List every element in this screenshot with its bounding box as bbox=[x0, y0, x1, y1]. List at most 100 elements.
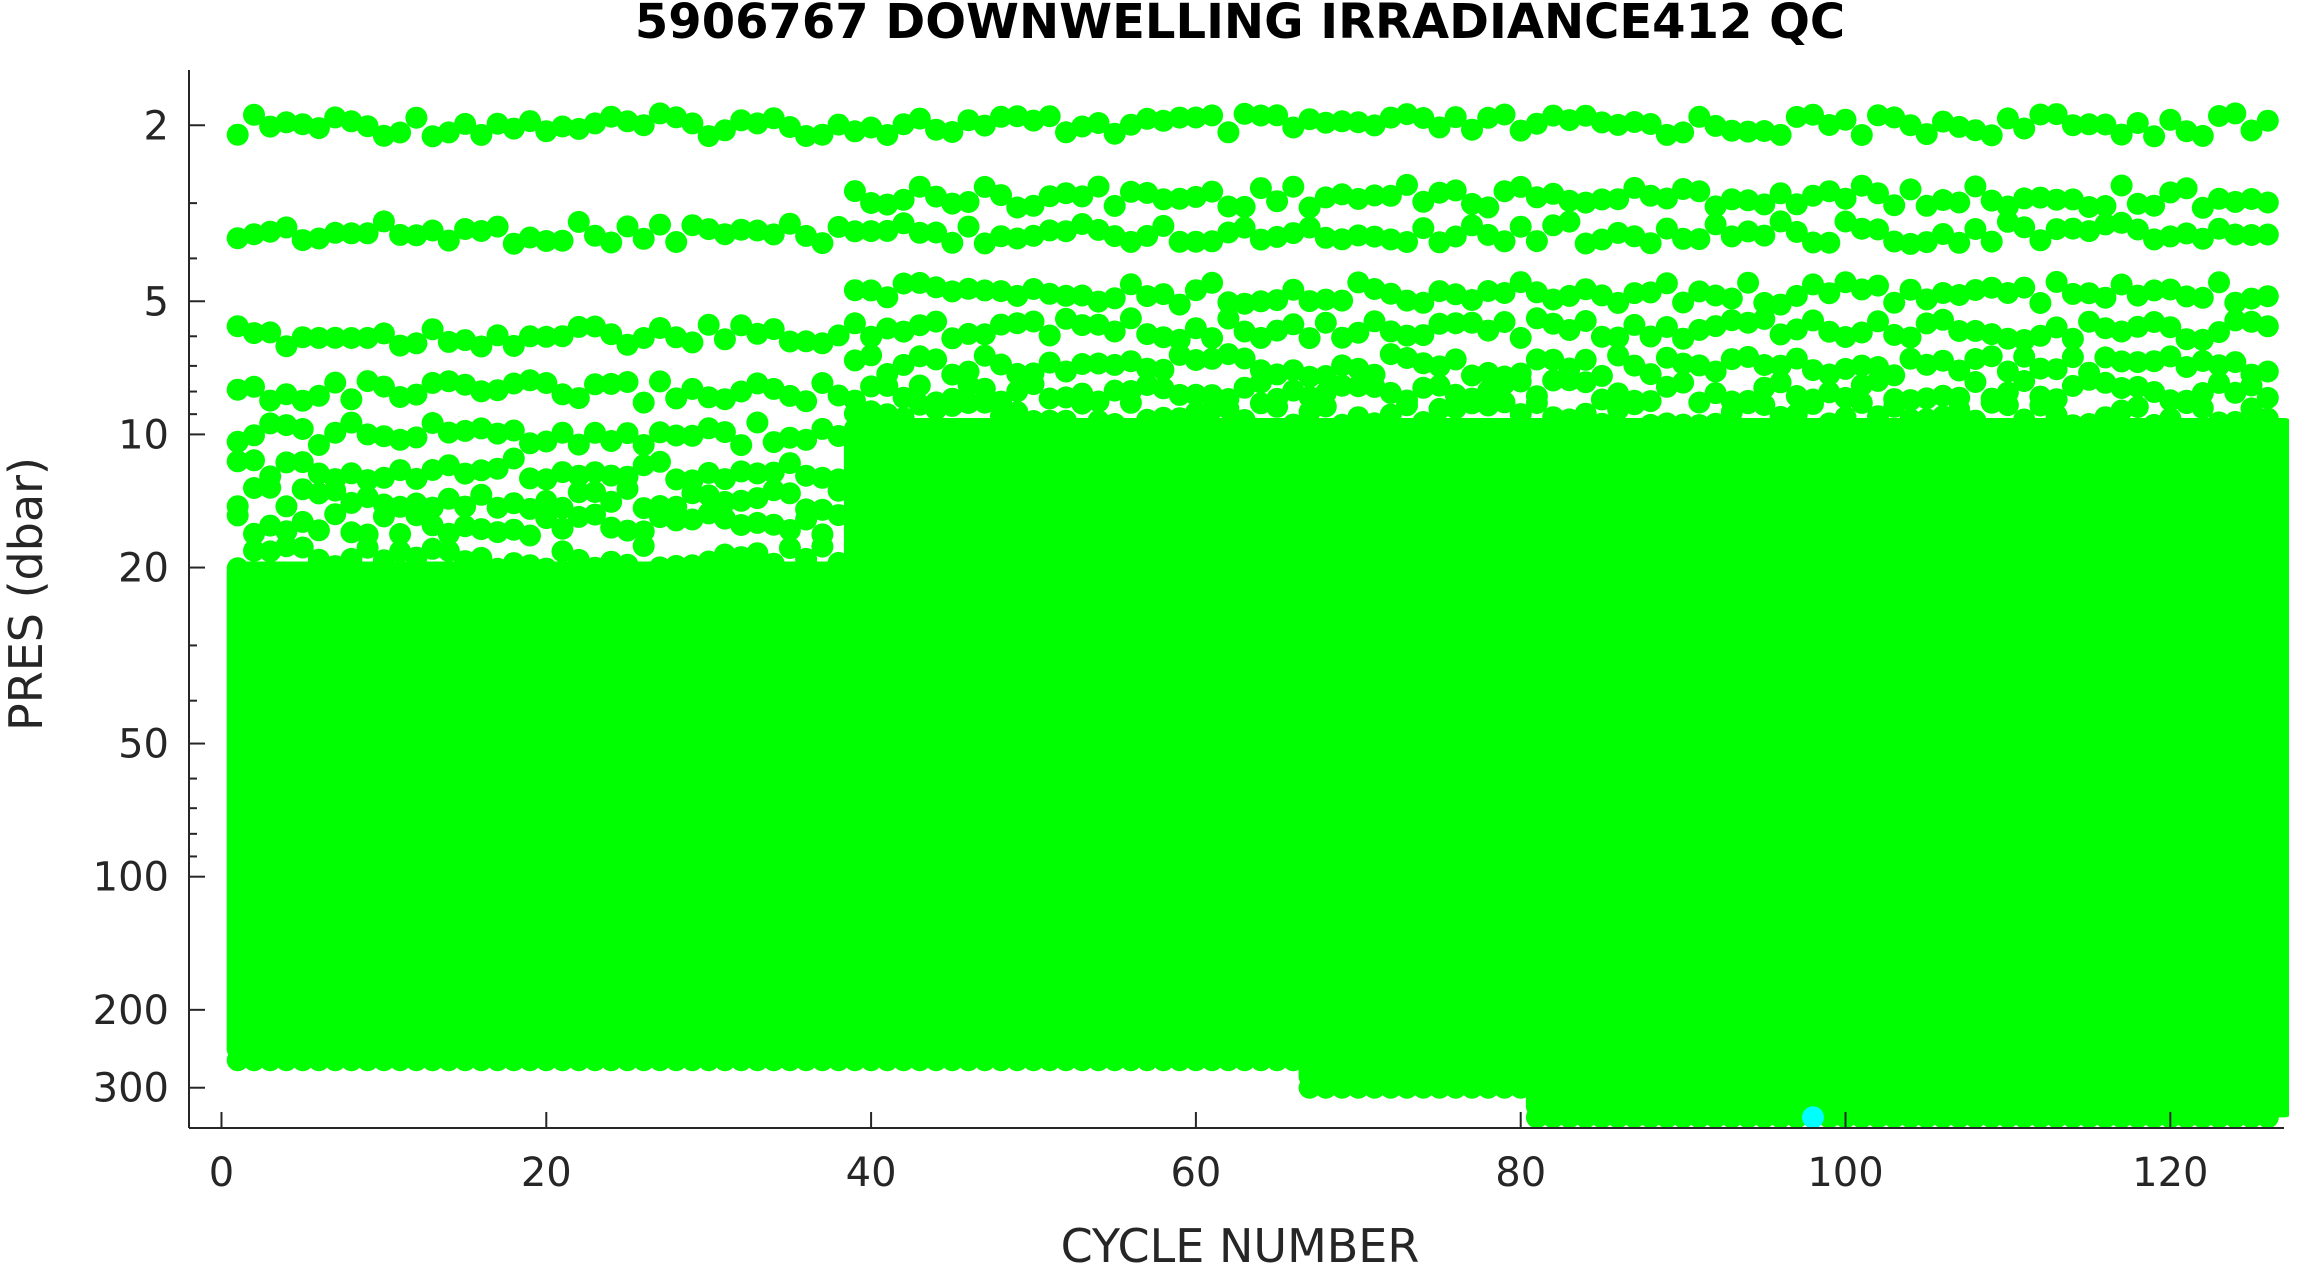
data-point bbox=[1785, 318, 1808, 341]
data-point bbox=[243, 103, 265, 126]
data-point bbox=[1249, 371, 1272, 394]
data-point bbox=[1266, 395, 1289, 418]
data-point bbox=[1737, 345, 1760, 368]
data-point bbox=[1347, 375, 1370, 398]
data-point bbox=[1038, 1049, 1061, 1072]
data-point bbox=[1850, 1106, 1873, 1128]
data-point bbox=[1136, 1049, 1159, 1072]
data-point bbox=[389, 223, 412, 246]
data-point bbox=[2191, 1106, 2214, 1128]
data-point bbox=[908, 175, 931, 198]
data-point bbox=[1883, 230, 1906, 253]
data-point bbox=[1217, 195, 1240, 218]
data-point bbox=[795, 547, 818, 570]
data-point bbox=[1136, 408, 1159, 431]
data-point bbox=[1558, 369, 1581, 392]
data-point bbox=[2045, 188, 2068, 211]
data-point bbox=[1168, 187, 1191, 210]
x-tick-label: 20 bbox=[521, 1150, 572, 1196]
data-point bbox=[243, 449, 265, 472]
data-point bbox=[1461, 392, 1483, 415]
data-point bbox=[1672, 352, 1695, 375]
data-point bbox=[957, 322, 980, 345]
data-point bbox=[1525, 392, 1548, 414]
data-point bbox=[389, 1049, 412, 1072]
data-point bbox=[1655, 272, 1678, 295]
data-point bbox=[1964, 175, 1987, 198]
data-point bbox=[1412, 1076, 1435, 1099]
data-point bbox=[697, 386, 720, 409]
data-point bbox=[243, 375, 265, 398]
data-point bbox=[2126, 1106, 2149, 1128]
data-point bbox=[1184, 349, 1207, 371]
data-point bbox=[1266, 1049, 1289, 1072]
data-point bbox=[2126, 218, 2149, 241]
data-point bbox=[454, 1049, 477, 1072]
data-point bbox=[1428, 397, 1451, 420]
data-point bbox=[1347, 1076, 1370, 1099]
data-point bbox=[324, 421, 347, 444]
data-point bbox=[1688, 228, 1711, 251]
data-point bbox=[860, 375, 883, 398]
data-point bbox=[908, 221, 931, 244]
data-point bbox=[421, 219, 444, 242]
data-point bbox=[1314, 311, 1337, 334]
data-point bbox=[2208, 321, 2230, 344]
data-point bbox=[1590, 364, 1613, 387]
data-point bbox=[1217, 1049, 1240, 1072]
data-point bbox=[2175, 177, 2198, 200]
y-tick-label: 5 bbox=[144, 279, 169, 325]
data-point bbox=[1363, 1076, 1386, 1099]
data-point bbox=[1672, 291, 1695, 314]
data-point bbox=[1477, 280, 1500, 302]
data-point bbox=[1136, 285, 1159, 308]
data-point bbox=[600, 323, 623, 346]
data-point bbox=[2224, 1106, 2247, 1128]
data-point bbox=[616, 477, 639, 500]
data-point bbox=[1980, 230, 2003, 253]
data-point bbox=[616, 519, 639, 542]
data-point bbox=[827, 1049, 850, 1072]
data-point bbox=[535, 325, 558, 348]
data-point bbox=[2029, 186, 2052, 209]
data-point bbox=[1672, 371, 1695, 394]
data-point bbox=[1639, 113, 1662, 135]
data-point bbox=[730, 489, 753, 512]
data-point bbox=[860, 220, 883, 243]
data-point bbox=[1818, 282, 1841, 305]
data-point bbox=[275, 216, 298, 239]
data-point bbox=[291, 326, 314, 349]
data-point bbox=[1412, 324, 1435, 347]
data-point bbox=[2208, 1106, 2230, 1128]
data-point bbox=[2175, 328, 2198, 351]
data-point bbox=[778, 116, 801, 138]
data-point bbox=[1932, 349, 1954, 372]
data-point bbox=[567, 387, 590, 410]
data-point bbox=[1379, 228, 1402, 251]
data-point bbox=[1850, 124, 1873, 146]
data-point bbox=[1672, 327, 1695, 350]
data-point bbox=[2045, 103, 2068, 126]
data-point bbox=[324, 326, 347, 349]
data-point bbox=[454, 419, 477, 442]
data-point bbox=[1233, 409, 1256, 431]
data-point bbox=[470, 483, 493, 506]
data-point bbox=[1558, 1106, 1581, 1128]
data-point bbox=[2078, 113, 2101, 136]
data-point bbox=[2013, 370, 2036, 392]
data-point bbox=[1428, 312, 1451, 335]
data-point bbox=[1899, 114, 1922, 137]
data-point bbox=[778, 519, 801, 541]
y-tick-label: 300 bbox=[93, 1066, 169, 1112]
data-point bbox=[2256, 360, 2279, 383]
data-point bbox=[746, 411, 769, 434]
data-point bbox=[1087, 175, 1110, 198]
data-point bbox=[1233, 216, 1256, 239]
data-point bbox=[1785, 403, 1808, 425]
data-point bbox=[1314, 111, 1337, 134]
data-point bbox=[1331, 1076, 1354, 1099]
data-point bbox=[1688, 105, 1711, 128]
data-point bbox=[990, 225, 1012, 248]
data-point bbox=[2208, 271, 2230, 294]
data-point bbox=[1233, 195, 1256, 218]
